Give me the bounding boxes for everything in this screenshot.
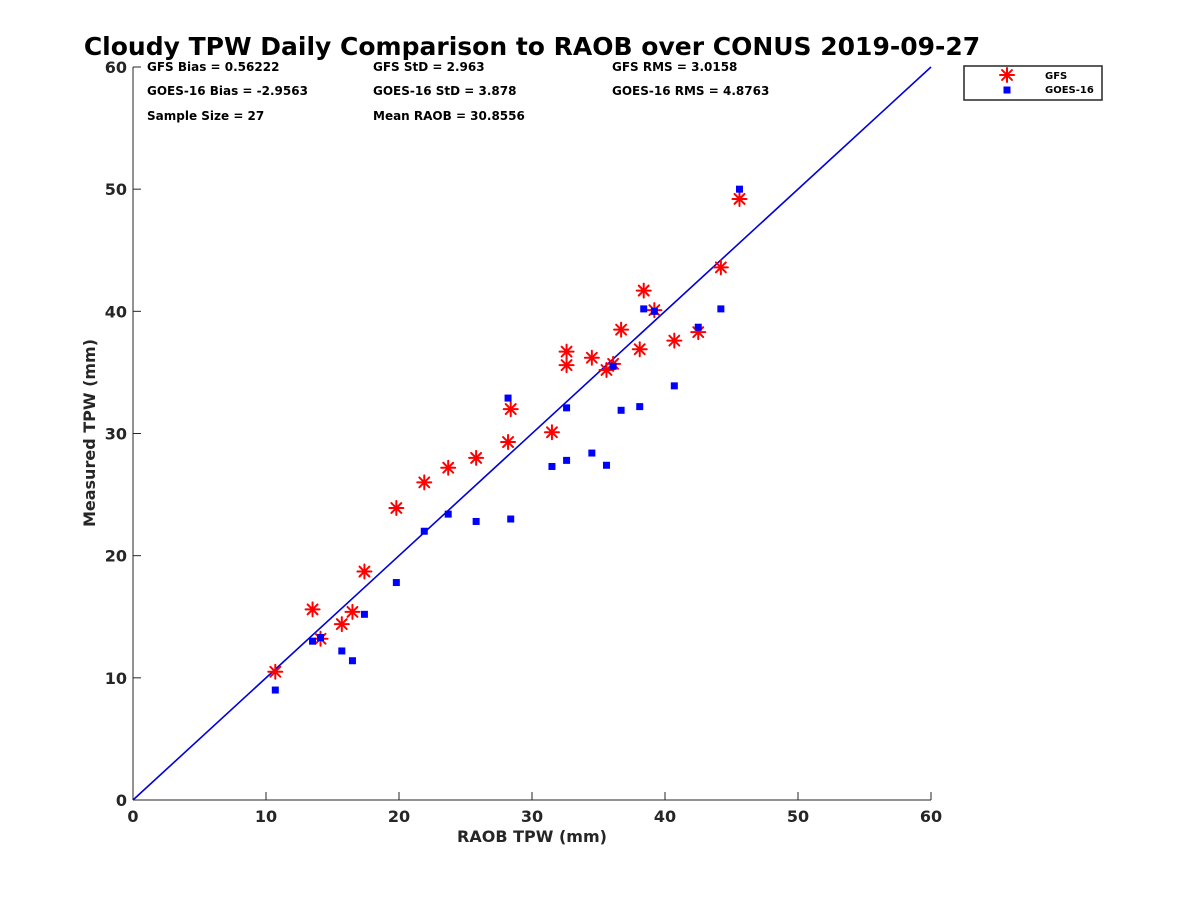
- y-tick-label: 50: [105, 180, 127, 199]
- gfs-point: [583, 349, 600, 366]
- gfs-point: [712, 259, 729, 276]
- legend-gfs-label: GFS: [1045, 71, 1067, 82]
- x-tick-label: 20: [388, 807, 410, 826]
- goes-16-point: [563, 456, 571, 464]
- goes-16-point: [563, 404, 571, 412]
- goes-16-point: [694, 323, 702, 331]
- x-tick-label: 40: [654, 807, 676, 826]
- goes-16-point: [717, 305, 725, 313]
- gfs-point: [440, 459, 457, 476]
- y-axis-label: Measured TPW (mm): [80, 339, 99, 527]
- gfs-point: [558, 357, 575, 374]
- x-axis-label: RAOB TPW (mm): [457, 827, 607, 846]
- gfs-point: [500, 434, 517, 451]
- x-tick-label: 60: [920, 807, 942, 826]
- stat-gfs-rms: GFS RMS = 3.0158: [612, 60, 737, 74]
- goes-16-point: [588, 449, 596, 457]
- stat-goes-rms: GOES-16 RMS = 4.8763: [612, 84, 769, 98]
- gfs-point: [468, 449, 485, 466]
- legend-gfs-asterisk: [999, 67, 1015, 83]
- gfs-point: [356, 563, 373, 580]
- goes-16-point: [360, 610, 368, 618]
- goes-16-point: [507, 515, 515, 523]
- x-tick-label: 0: [127, 807, 138, 826]
- gfs-point: [543, 424, 560, 441]
- legend-goes-16-marker: [1003, 86, 1011, 94]
- gfs-point: [267, 663, 284, 680]
- x-tick-label: 10: [255, 807, 277, 826]
- goes-16-point: [636, 403, 644, 411]
- gfs-point: [304, 601, 321, 618]
- goes-16-point: [317, 634, 325, 642]
- legend-goes-16-label: GOES-16: [1045, 85, 1094, 96]
- gfs-point: [558, 343, 575, 360]
- y-tick-label: 30: [105, 425, 127, 444]
- gfs-point: [666, 332, 683, 349]
- goes-16-point: [650, 307, 658, 315]
- goes-16-point: [735, 185, 743, 193]
- legend: GFS GOES-16: [963, 65, 1103, 101]
- statistics-block: GFS Bias = 0.56222 GFS StD = 2.963 GFS R…: [147, 60, 769, 123]
- goes-16-point: [602, 461, 610, 469]
- x-ticks: 0 10 20 30 40 50 60: [127, 792, 942, 826]
- gfs-point: [731, 190, 748, 207]
- y-ticks: 0 10 20 30 40 50 60: [105, 58, 141, 810]
- goes-16-point: [472, 517, 480, 525]
- goes-16-point: [609, 362, 617, 370]
- y-tick-label: 10: [105, 669, 127, 688]
- x-tick-label: 30: [521, 807, 543, 826]
- y-tick-label: 20: [105, 547, 127, 566]
- chart-title: Cloudy TPW Daily Comparison to RAOB over…: [84, 32, 980, 61]
- legend-gfs-marker: [999, 67, 1015, 83]
- gfs-point: [416, 474, 433, 491]
- stat-goes-bias: GOES-16 Bias = -2.9563: [147, 84, 308, 98]
- gfs-point: [613, 321, 630, 338]
- goes-16-point: [271, 686, 279, 694]
- one-to-one-reference-line: [132, 66, 932, 801]
- goes-16-point: [420, 527, 428, 535]
- goes-16-point: [444, 510, 452, 518]
- stat-gfs-std: GFS StD = 2.963: [373, 60, 485, 74]
- goes-16-point: [309, 637, 317, 645]
- gfs-point: [333, 616, 350, 633]
- gfs-point: [344, 603, 361, 620]
- y-tick-label: 40: [105, 302, 127, 321]
- gfs-point: [635, 282, 652, 299]
- goes-16-point: [548, 462, 556, 470]
- stat-gfs-bias: GFS Bias = 0.56222: [147, 60, 279, 74]
- y-tick-label: 0: [116, 791, 127, 810]
- goes-16-point: [504, 394, 512, 402]
- goes-16-point: [392, 579, 400, 587]
- goes-16-point: [348, 657, 356, 665]
- goes-16-point: [640, 305, 648, 313]
- stat-sample-size: Sample Size = 27: [147, 109, 264, 123]
- y-tick-label: 60: [105, 58, 127, 77]
- goes-16-point: [617, 406, 625, 414]
- legend-box: [963, 65, 1103, 101]
- stat-mean-raob: Mean RAOB = 30.8556: [373, 109, 525, 123]
- gfs-point: [631, 341, 648, 358]
- goes-16-point: [338, 647, 346, 655]
- goes-16-point: [670, 382, 678, 390]
- series-goes-16: [271, 185, 743, 694]
- x-tick-label: 50: [787, 807, 809, 826]
- gfs-point: [388, 500, 405, 517]
- stat-goes-std: GOES-16 StD = 3.878: [373, 84, 516, 98]
- gfs-point: [502, 401, 519, 418]
